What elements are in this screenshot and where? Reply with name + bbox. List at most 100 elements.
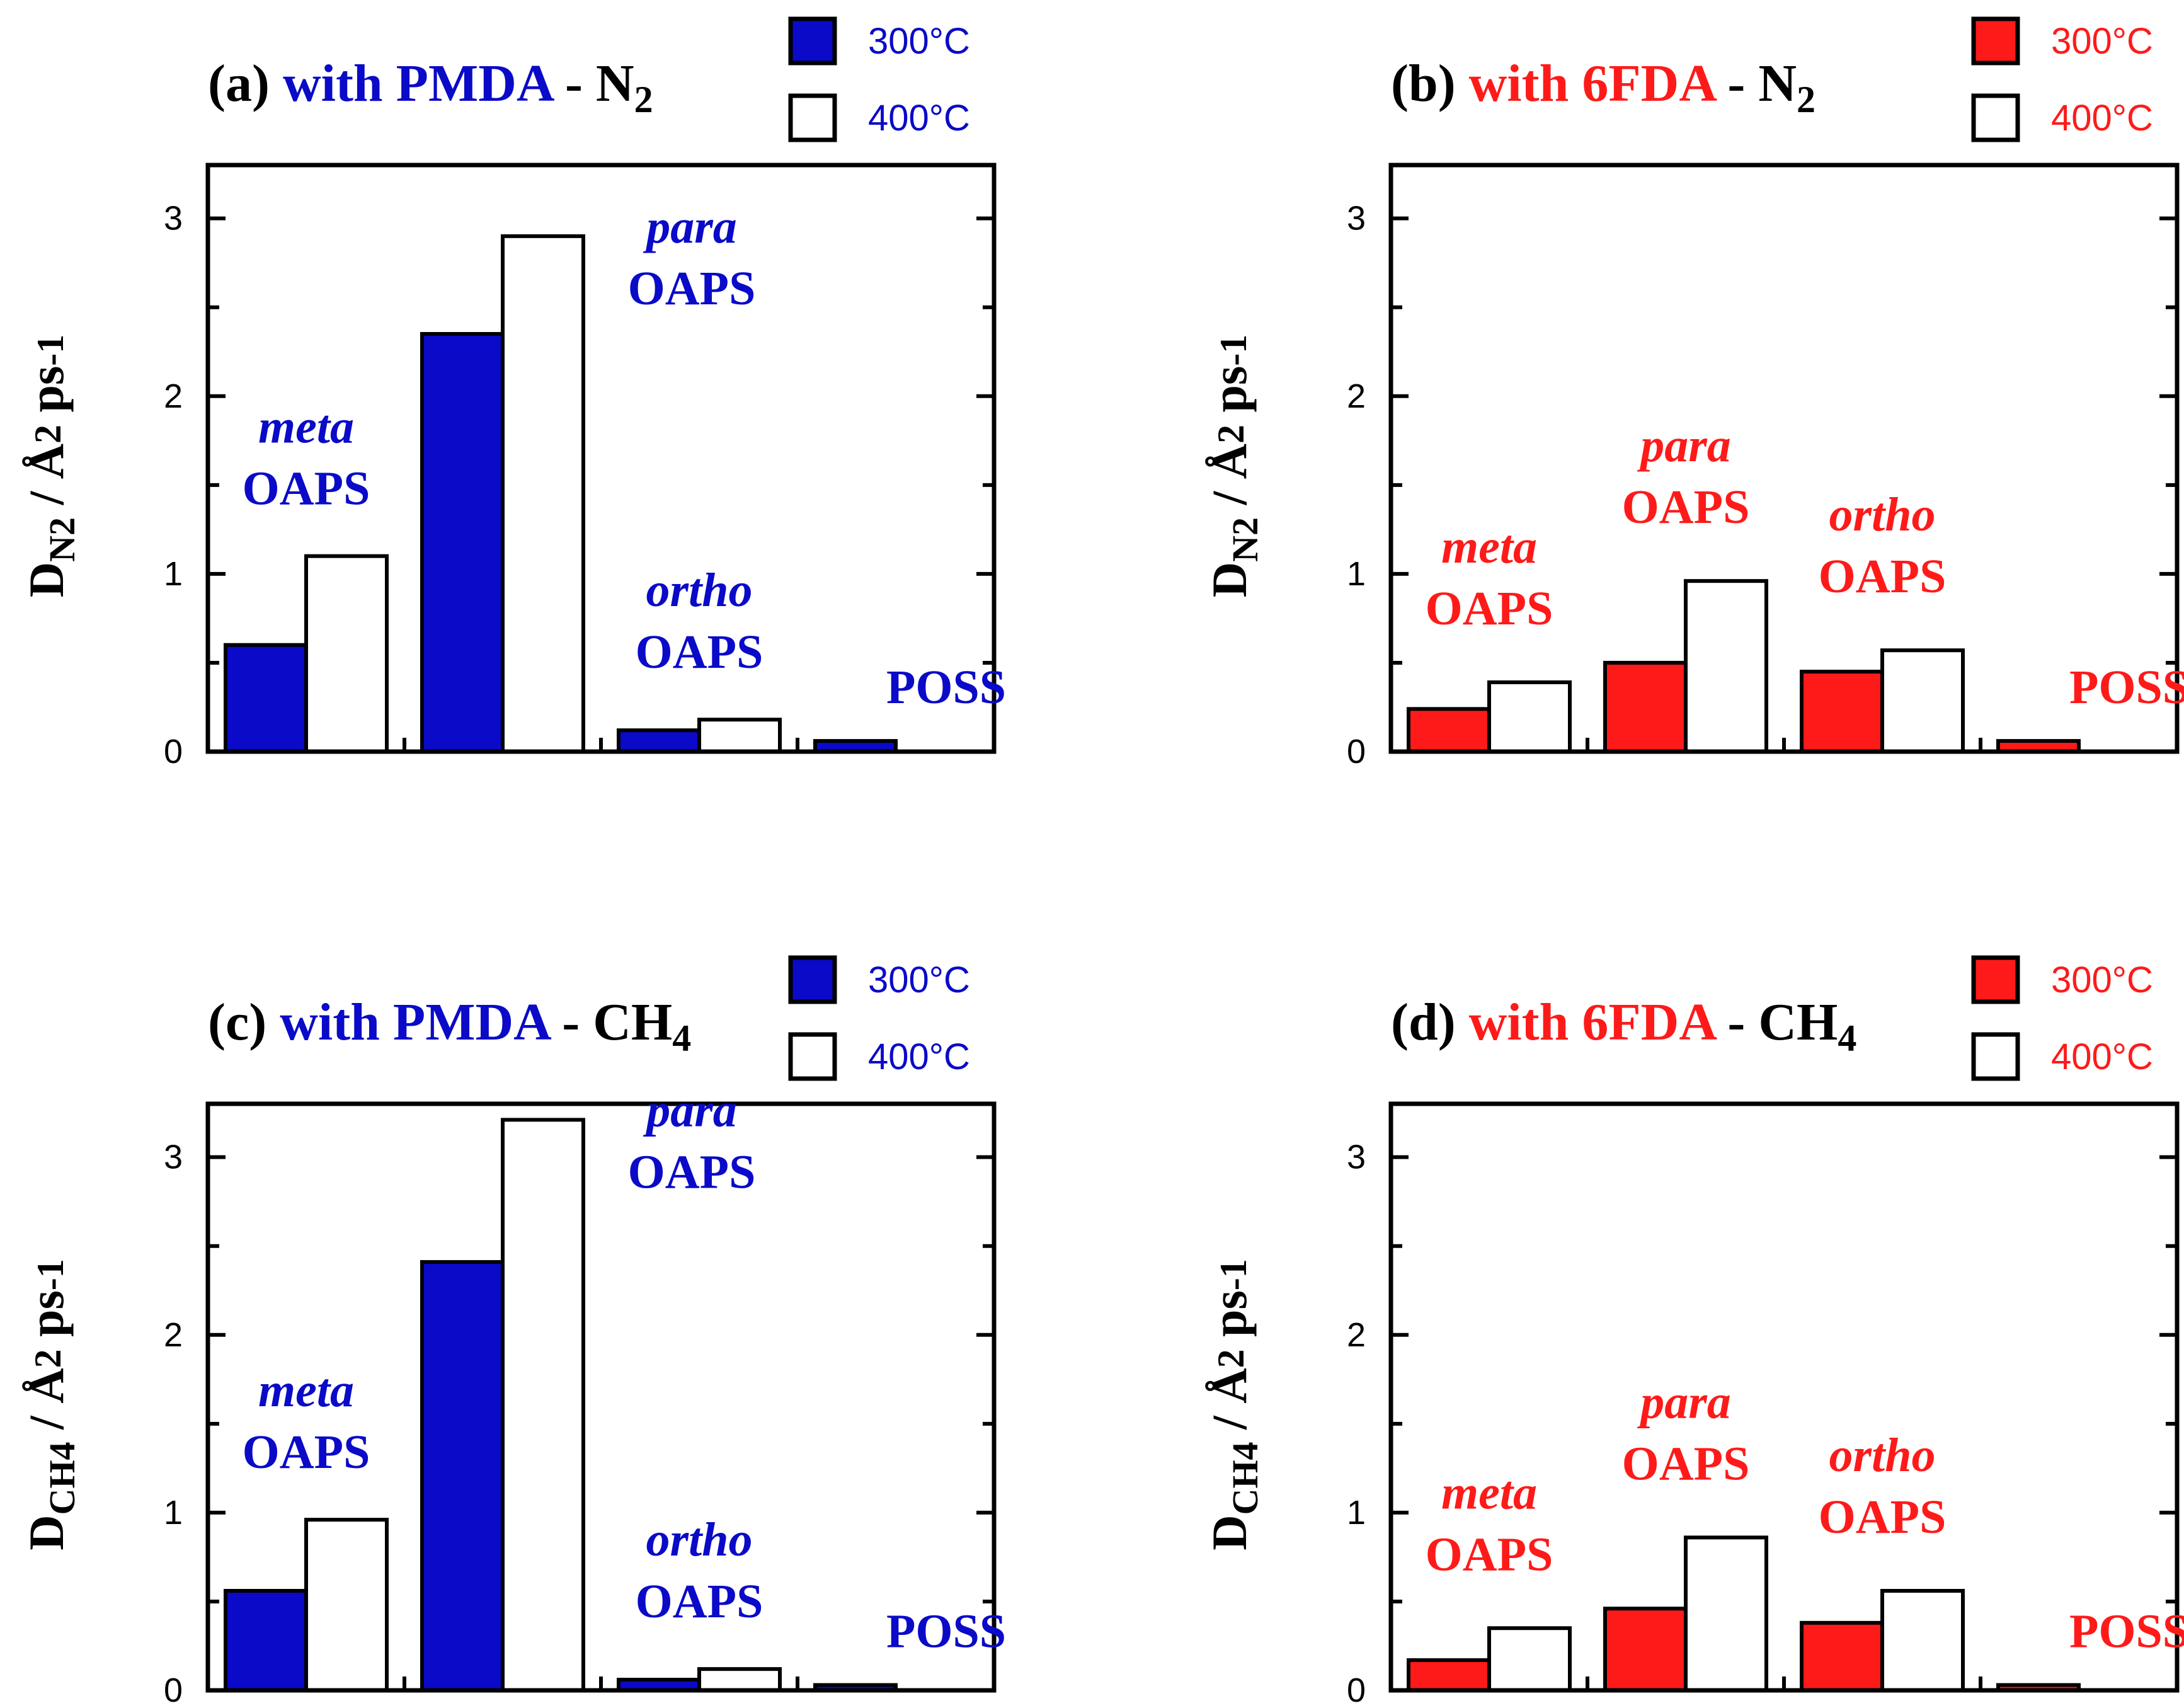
panel-title: (a) with PMDA - N2 bbox=[208, 54, 653, 120]
group-labels: meta OAPS para OAPS ortho OAPS POSS bbox=[1426, 419, 2184, 714]
axes-frame bbox=[1388, 1101, 2180, 1693]
group-label-type: OAPS bbox=[1622, 1437, 1750, 1490]
y-tick-label: 1 bbox=[164, 555, 183, 593]
group-label-type: OAPS bbox=[636, 1575, 763, 1628]
group-label-isomer: ortho bbox=[646, 1513, 753, 1566]
group-label-type: POSS bbox=[2069, 661, 2184, 714]
panel-title: (b) with 6FDA - N2 bbox=[1391, 54, 1815, 120]
bars bbox=[224, 234, 898, 754]
legend-label-300: 300°C bbox=[868, 960, 970, 1000]
group-label-type: OAPS bbox=[628, 262, 756, 315]
title-separator: - bbox=[549, 993, 593, 1052]
title-gas-subscript: 2 bbox=[634, 79, 653, 120]
group-label-isomer: para bbox=[643, 200, 737, 253]
group-label-type: OAPS bbox=[636, 626, 763, 679]
legend-label-300: 300°C bbox=[2051, 21, 2153, 62]
legend-swatch-400 bbox=[1971, 93, 2020, 142]
ylabel-subscript: N2 bbox=[42, 517, 83, 562]
panel-b: (b) with 6FDA - N2 300°C 400°C DN2 / Å2 ps-… bbox=[1202, 16, 2184, 771]
bar-ortho-oaps-400c bbox=[697, 718, 782, 754]
y-tick-label: 3 bbox=[164, 200, 183, 238]
y-tick-label: 0 bbox=[164, 733, 183, 771]
y-axis-label: DN2 / Å2 ps-1 bbox=[1202, 335, 1266, 597]
ylabel-symbol: D bbox=[19, 562, 74, 597]
y-tick-label: 1 bbox=[1347, 1494, 1366, 1532]
panel-title: (c) with PMDA - CH4 bbox=[208, 993, 691, 1059]
title-gas: N bbox=[1758, 54, 1797, 113]
ylabel-superscript: 2 bbox=[27, 1349, 69, 1368]
y-tick-label: 2 bbox=[164, 377, 183, 415]
y-tick-label: 3 bbox=[1347, 1138, 1366, 1176]
ylabel-superscript: 2 bbox=[27, 425, 69, 444]
legend-label-300: 300°C bbox=[868, 21, 970, 62]
bar-meta-oaps-400c bbox=[304, 554, 389, 754]
bar-meta-oaps-300c bbox=[1407, 1658, 1491, 1693]
bars bbox=[1407, 1535, 2081, 1693]
group-label-type: OAPS bbox=[243, 462, 370, 515]
y-tick-label: 3 bbox=[164, 1138, 183, 1176]
bar-ortho-oaps-400c bbox=[697, 1667, 782, 1693]
title-gas-subscript: 4 bbox=[672, 1017, 691, 1059]
legend-label-300: 300°C bbox=[2051, 960, 2153, 1000]
ylabel-superscript: 2 bbox=[1210, 425, 1252, 444]
ylabel-symbol: D bbox=[1202, 1515, 1257, 1550]
y-tick-label: 2 bbox=[164, 1316, 183, 1354]
bar-meta-oaps-400c bbox=[1487, 680, 1572, 754]
group-label-type: OAPS bbox=[628, 1145, 756, 1198]
bar-ortho-oaps-300c bbox=[617, 728, 701, 754]
group-label-isomer: para bbox=[1637, 419, 1731, 472]
title-gas-subscript: 2 bbox=[1797, 79, 1815, 120]
bars bbox=[224, 1118, 898, 1693]
legend: 300°C 400°C bbox=[1971, 16, 2153, 142]
bar-meta-oaps-400c bbox=[304, 1518, 389, 1692]
y-tick-label: 3 bbox=[1347, 200, 1366, 238]
bar-para-oaps-400c bbox=[501, 1118, 585, 1692]
legend-label-400: 400°C bbox=[868, 98, 970, 139]
ylabel-unit: ps bbox=[19, 366, 74, 425]
bar-para-oaps-400c bbox=[501, 234, 585, 754]
legend: 300°C 400°C bbox=[788, 16, 970, 142]
title-prefix: (a) bbox=[208, 54, 283, 113]
y-tick-label: 1 bbox=[1347, 555, 1366, 593]
axes-frame bbox=[1388, 163, 2180, 754]
y-tick-label: 1 bbox=[164, 1494, 183, 1532]
group-label-isomer: ortho bbox=[1829, 488, 1936, 541]
group-label-isomer: para bbox=[643, 1084, 737, 1137]
title-separator: - bbox=[552, 54, 596, 113]
title-dianhydride: with 6FDA bbox=[1469, 54, 1718, 113]
group-label-type: POSS bbox=[886, 1605, 1006, 1658]
title-separator: - bbox=[1714, 993, 1758, 1052]
bar-ortho-oaps-300c bbox=[1800, 670, 1884, 754]
ylabel-unit: ps bbox=[1202, 1290, 1257, 1349]
group-label-isomer: ortho bbox=[1829, 1429, 1936, 1482]
group-label-type: OAPS bbox=[1622, 481, 1750, 534]
group-label-isomer: ortho bbox=[646, 564, 753, 617]
group-label-isomer: meta bbox=[1441, 520, 1537, 573]
ylabel-slash-unit: / Å bbox=[19, 444, 74, 517]
ylabel-subscript: N2 bbox=[1225, 517, 1266, 562]
title-gas: CH bbox=[1758, 993, 1838, 1052]
group-label-type: OAPS bbox=[1819, 550, 1947, 603]
title-gas-subscript: 4 bbox=[1838, 1017, 1856, 1059]
bar-para-oaps-400c bbox=[1684, 1535, 1768, 1692]
bar-para-oaps-300c bbox=[420, 332, 505, 754]
legend-swatch-300 bbox=[1971, 16, 2020, 66]
ylabel-subscript: CH4 bbox=[1225, 1441, 1266, 1515]
y-tick-label: 2 bbox=[1347, 377, 1366, 415]
group-label-isomer: meta bbox=[258, 401, 354, 454]
y-tick-label: 0 bbox=[164, 1671, 183, 1708]
legend-label-400: 400°C bbox=[2051, 98, 2153, 139]
y-tick-label: 0 bbox=[1347, 1671, 1366, 1708]
ylabel-unit: ps bbox=[1202, 366, 1257, 425]
group-label-isomer: meta bbox=[1441, 1466, 1537, 1519]
title-separator: - bbox=[1714, 54, 1758, 113]
legend-swatch-300 bbox=[788, 955, 837, 1004]
group-label-type: OAPS bbox=[1819, 1491, 1947, 1544]
title-dianhydride: with 6FDA bbox=[1469, 993, 1718, 1052]
legend-label-400: 400°C bbox=[2051, 1036, 2153, 1077]
title-prefix: (d) bbox=[1391, 993, 1469, 1052]
bar-para-oaps-300c bbox=[1603, 660, 1688, 754]
legend-swatch-300 bbox=[788, 16, 837, 66]
